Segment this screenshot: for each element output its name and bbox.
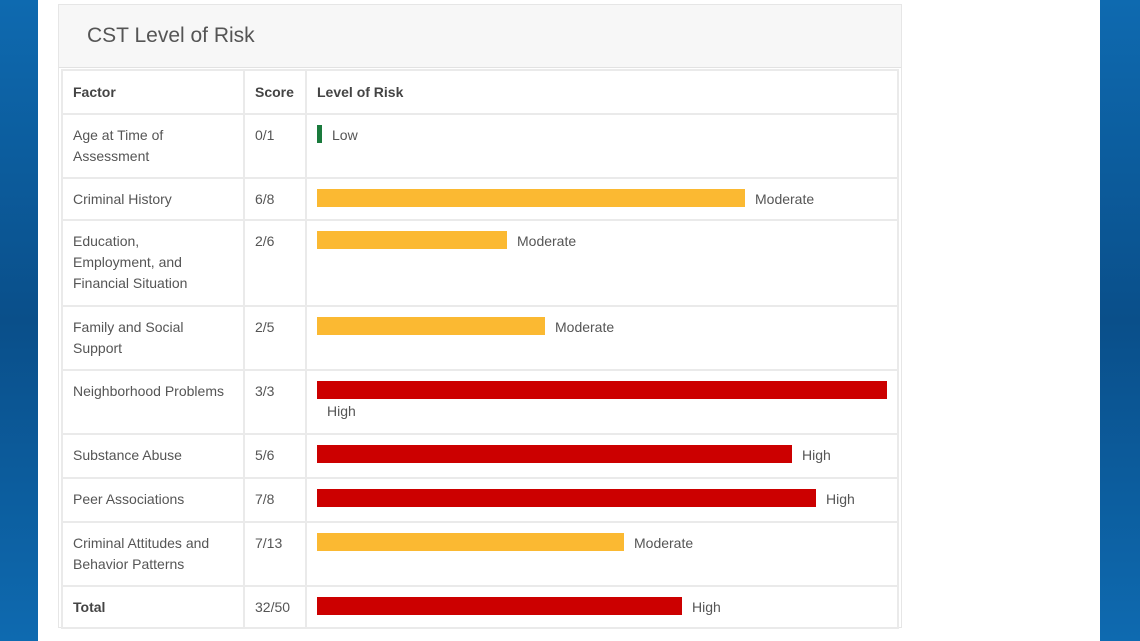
risk-cell: High — [305, 477, 899, 523]
risk-bar-group: Moderate — [317, 307, 887, 337]
factor-line: Education, — [73, 233, 140, 249]
risk-bar-group: Moderate — [317, 179, 887, 209]
factor-line: Peer Associations — [73, 491, 185, 507]
background-band-left — [0, 0, 38, 641]
risk-bar — [317, 597, 682, 615]
factor-line: Family and Social — [73, 319, 184, 335]
score-cell: 32/50 — [243, 585, 307, 629]
table-row: Substance Abuse 5/6 High — [61, 433, 899, 479]
factor-line: Financial Situation — [73, 275, 188, 291]
factor-cell: Criminal History — [61, 177, 245, 221]
header-factor: Factor — [61, 69, 245, 115]
factor-cell: Neighborhood Problems — [61, 369, 245, 435]
risk-bar-group: Moderate — [317, 221, 887, 251]
risk-cell: Moderate — [305, 177, 899, 221]
table-row: Criminal Attitudes and Behavior Patterns 7… — [61, 521, 899, 587]
factor-line: Employment, and — [73, 254, 182, 270]
risk-bar-group: High — [317, 479, 887, 509]
table-row: Education, Employment, and Financial Situa… — [61, 219, 899, 307]
risk-table: Factor Score Level of Risk Age at Time o… — [61, 69, 899, 629]
factor-line: Substance Abuse — [73, 447, 182, 463]
factor-line: Support — [73, 340, 123, 356]
risk-bar — [317, 125, 322, 143]
risk-cell: Moderate — [305, 521, 899, 587]
background-band-right — [1100, 0, 1140, 641]
factor-cell: Criminal Attitudes and Behavior Patterns — [61, 521, 245, 587]
score-cell: 5/6 — [243, 433, 307, 479]
score-cell: 3/3 — [243, 369, 307, 435]
score-cell: 6/8 — [243, 177, 307, 221]
risk-level-label: Moderate — [555, 319, 615, 335]
factor-line: Criminal Attitudes and — [73, 535, 210, 551]
header-risk: Level of Risk — [305, 69, 899, 115]
risk-cell: Moderate — [305, 219, 899, 307]
table-header-row: Factor Score Level of Risk — [61, 69, 899, 115]
header-score: Score — [243, 69, 307, 115]
risk-level-label: Low — [332, 127, 358, 143]
score-cell: 7/8 — [243, 477, 307, 523]
factor-line: Assessment — [73, 148, 150, 164]
score-cell: 2/5 — [243, 305, 307, 371]
risk-level-label: High — [692, 599, 721, 615]
risk-bar — [317, 445, 792, 463]
factor-cell: Peer Associations — [61, 477, 245, 523]
risk-cell: Moderate — [305, 305, 899, 371]
total-row: Total 32/50 High — [61, 585, 899, 629]
score-cell: 0/1 — [243, 113, 307, 179]
card-header: CST Level of Risk — [59, 5, 901, 68]
factor-cell: Substance Abuse — [61, 433, 245, 479]
risk-cell: Low — [305, 113, 899, 179]
risk-level-label: High — [826, 491, 855, 507]
factor-line: Criminal History — [73, 191, 172, 207]
risk-bar-group: High — [317, 371, 887, 421]
table-row: Peer Associations 7/8 High — [61, 477, 899, 523]
score-cell: 7/13 — [243, 521, 307, 587]
table-row: Criminal History 6/8 Moderate — [61, 177, 899, 221]
risk-level-label: Moderate — [755, 191, 815, 207]
table-row: Family and Social Support 2/5 Moderate — [61, 305, 899, 371]
risk-bar — [317, 317, 545, 335]
risk-bar — [317, 533, 624, 551]
factor-cell: Education, Employment, and Financial Situa… — [61, 219, 245, 307]
risk-bar — [317, 231, 507, 249]
risk-bar-group: Moderate — [317, 523, 887, 553]
risk-bar-group: High — [317, 435, 887, 465]
factor-line: Neighborhood Problems — [73, 383, 224, 399]
total-label: Total — [61, 585, 245, 629]
risk-cell: High — [305, 433, 899, 479]
risk-bar-group: Low — [317, 115, 887, 145]
risk-bar — [317, 489, 816, 507]
table-row: Age at Time of Assessment 0/1 Low — [61, 113, 899, 179]
table-row: Neighborhood Problems 3/3 High — [61, 369, 899, 435]
factor-line: Age at Time of — [73, 127, 164, 143]
risk-cell: High — [305, 369, 899, 435]
risk-bar — [317, 189, 745, 207]
factor-cell: Age at Time of Assessment — [61, 113, 245, 179]
risk-level-label: High — [802, 447, 831, 463]
risk-level-label: Moderate — [634, 535, 694, 551]
factor-cell: Family and Social Support — [61, 305, 245, 371]
score-cell: 2/6 — [243, 219, 307, 307]
risk-level-label: High — [327, 403, 356, 419]
risk-cell: High — [305, 585, 899, 629]
risk-level-label: Moderate — [517, 233, 577, 249]
risk-bar — [317, 381, 887, 399]
factor-line: Behavior Patterns — [73, 556, 185, 572]
card-title: CST Level of Risk — [87, 24, 255, 47]
risk-card: CST Level of Risk Factor Score Level of … — [58, 4, 902, 629]
risk-bar-group: High — [317, 597, 887, 617]
page: CST Level of Risk Factor Score Level of … — [38, 0, 1100, 641]
